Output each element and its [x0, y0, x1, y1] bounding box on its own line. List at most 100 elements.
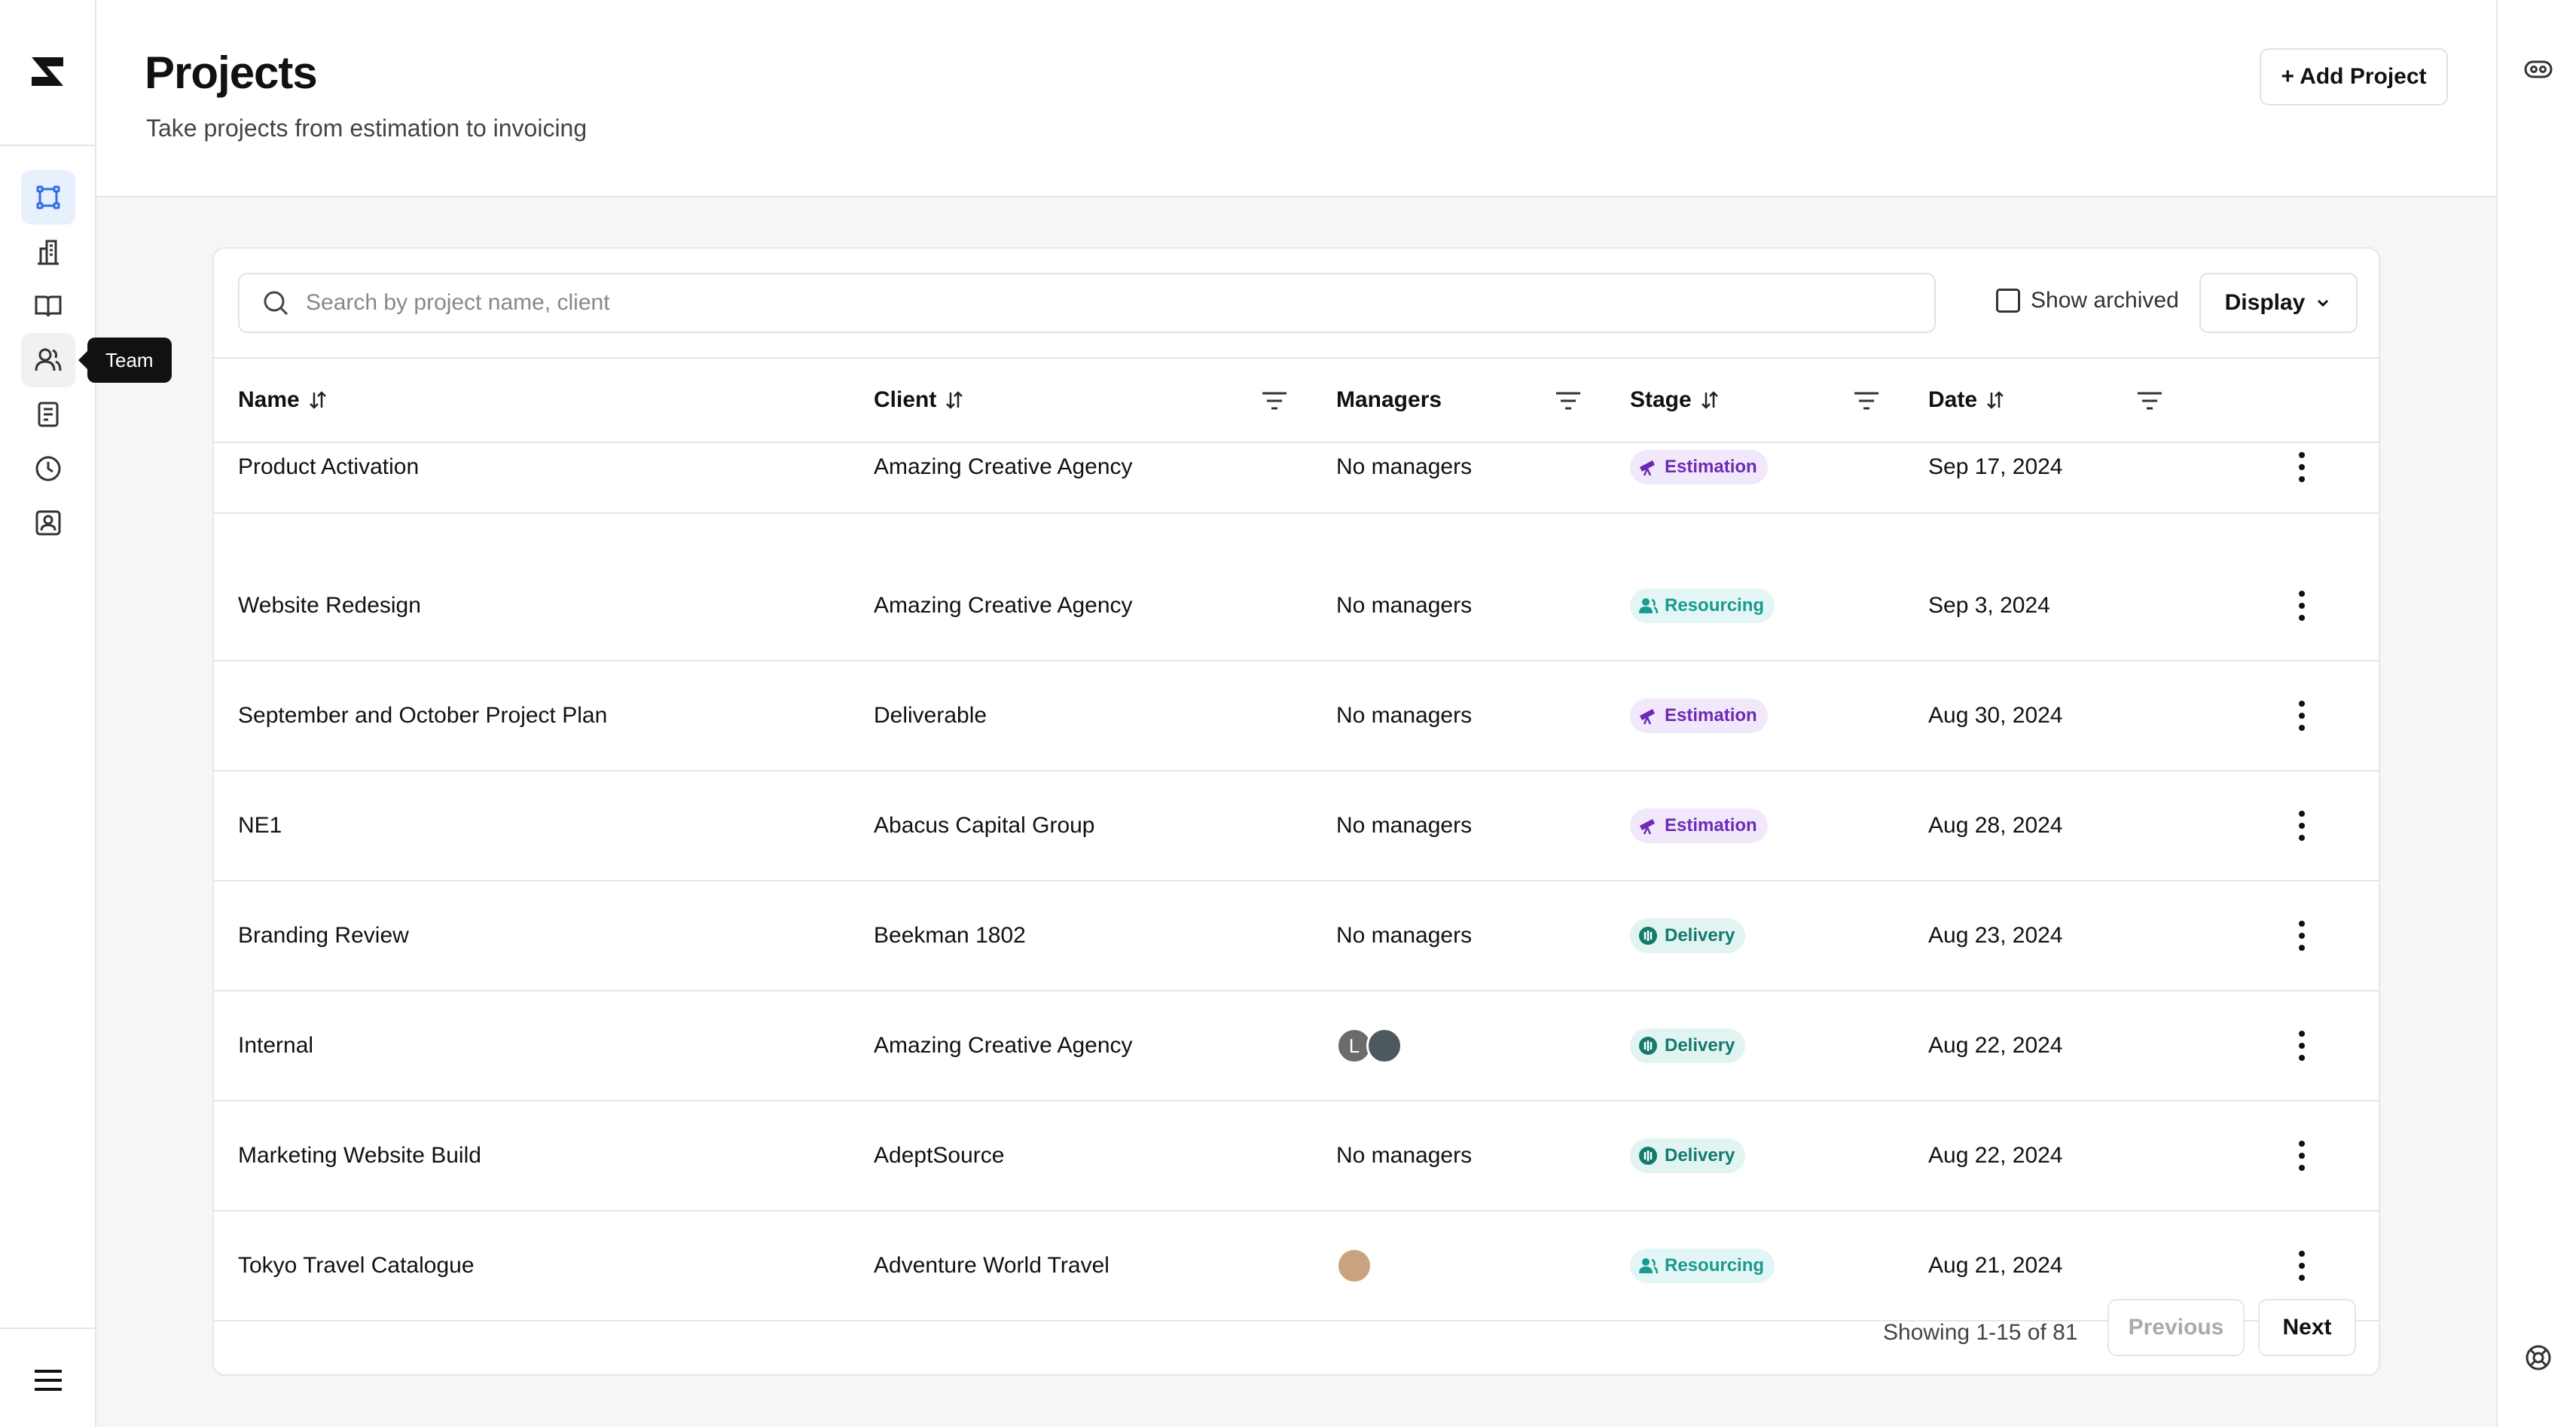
more-options-icon[interactable] [2297, 701, 2306, 731]
search-input[interactable] [306, 290, 1888, 316]
more-options-icon[interactable] [2297, 1251, 2306, 1281]
manager-avatars: L [1336, 1028, 1402, 1064]
row-actions[interactable] [2297, 422, 2306, 512]
stage-cell: Resourcing [1630, 552, 1775, 660]
page-title: Projects [145, 47, 318, 98]
more-options-icon[interactable] [2297, 1141, 2306, 1171]
sidebar-item-time[interactable] [21, 442, 75, 496]
client-name: Amazing Creative Agency [874, 454, 1133, 479]
show-archived-checkbox[interactable] [1996, 289, 2020, 313]
table-row[interactable]: Tokyo Travel Catalogue Adventure World Tr… [214, 1212, 2379, 1322]
managers-cell [1336, 1212, 1372, 1320]
display-button[interactable]: Display [2199, 273, 2358, 333]
project-name: Website Redesign [238, 593, 421, 618]
filter-icon[interactable] [1553, 386, 1583, 416]
client-name: Adventure World Travel [874, 1253, 1109, 1278]
next-page-button[interactable]: Next [2258, 1299, 2356, 1356]
telescope-icon [1640, 460, 1655, 476]
project-name: Product Activation [238, 454, 420, 479]
delivery-icon [1639, 927, 1657, 945]
table-row[interactable]: Product Activation Amazing Creative Agenc… [214, 422, 2379, 514]
column-date[interactable]: Date [1928, 359, 2006, 442]
stage-badge: Estimation [1630, 808, 1768, 843]
projects-card: Show archived Display Name Client Manage… [212, 247, 2380, 1376]
show-archived-toggle[interactable]: Show archived [1996, 288, 2179, 313]
managers-cell: No managers [1336, 593, 1473, 618]
row-actions[interactable] [2297, 662, 2306, 770]
more-options-icon[interactable] [2297, 591, 2306, 621]
delivery-icon [1639, 1037, 1657, 1055]
sidebar-item-projects[interactable] [21, 170, 75, 225]
avatar[interactable] [1336, 1248, 1372, 1284]
help-icon[interactable] [2523, 1343, 2553, 1373]
pagination-summary: Showing 1-15 of 81 [1883, 1320, 2078, 1345]
row-actions[interactable] [2297, 992, 2306, 1100]
filter-icon[interactable] [2135, 386, 2165, 416]
copilot-icon[interactable] [2523, 54, 2553, 84]
table-row[interactable]: September and October Project Plan Delive… [214, 662, 2379, 772]
table-row[interactable]: Branding Review Beekman 1802 No managers De… [214, 882, 2379, 992]
more-options-icon[interactable] [2297, 452, 2306, 482]
date-cell: Aug 21, 2024 [1928, 1253, 2063, 1278]
sidebar-item-contacts[interactable] [21, 496, 75, 550]
more-options-icon[interactable] [2297, 811, 2306, 841]
avatar[interactable] [1366, 1028, 1402, 1064]
project-name: NE1 [238, 813, 282, 838]
date-cell: Aug 28, 2024 [1928, 813, 2063, 838]
sidebar-item-clients[interactable] [21, 225, 75, 279]
sidebar-item-invoices[interactable] [21, 387, 75, 442]
managers-cell: No managers [1336, 813, 1473, 838]
row-actions[interactable] [2297, 1102, 2306, 1210]
stage-cell: Delivery [1630, 992, 1746, 1100]
stage-badge: Delivery [1630, 1028, 1746, 1063]
right-rail [2496, 0, 2576, 1427]
people-icon [1639, 1258, 1659, 1274]
delivery-icon [1639, 1147, 1657, 1165]
date-cell: Aug 22, 2024 [1928, 1143, 2063, 1168]
projects-icon [36, 185, 60, 209]
row-actions[interactable] [2297, 552, 2306, 660]
table-row[interactable]: Internal Amazing Creative Agency L Delivery… [214, 992, 2379, 1102]
page-header: Projects Take projects from estimation t… [96, 0, 2496, 197]
column-stage[interactable]: Stage [1630, 359, 1720, 442]
table-row[interactable]: Website Redesign Amazing Creative Agency N… [214, 552, 2379, 662]
stage-cell: Delivery [1630, 1102, 1746, 1210]
more-options-icon[interactable] [2297, 1031, 2306, 1061]
date-cell: Aug 23, 2024 [1928, 923, 2063, 948]
managers-cell: No managers [1336, 454, 1473, 479]
client-name: Deliverable [874, 703, 987, 728]
row-actions[interactable] [2297, 1212, 2306, 1320]
sort-icon [1701, 391, 1718, 409]
row-actions[interactable] [2297, 772, 2306, 880]
date-cell: Sep 3, 2024 [1928, 593, 2050, 618]
stage-cell: Estimation [1630, 772, 1768, 880]
project-name: Branding Review [238, 923, 409, 948]
manager-avatars [1336, 1248, 1372, 1284]
managers-cell: No managers [1336, 923, 1473, 948]
telescope-icon [1640, 819, 1655, 835]
client-name: Abacus Capital Group [874, 813, 1095, 838]
managers-cell: L [1336, 992, 1402, 1100]
column-client[interactable]: Client [874, 359, 965, 442]
row-actions[interactable] [2297, 882, 2306, 990]
table-row[interactable]: NE1 Abacus Capital Group No managers Estima… [214, 772, 2379, 882]
client-name: Beekman 1802 [874, 923, 1026, 948]
sidebar-item-team[interactable] [21, 333, 75, 387]
stage-badge: Resourcing [1630, 1248, 1775, 1283]
filter-icon[interactable] [1259, 386, 1290, 416]
app-logo-icon[interactable] [30, 54, 65, 89]
column-name[interactable]: Name [238, 359, 328, 442]
more-options-icon[interactable] [2297, 921, 2306, 951]
client-name: Amazing Creative Agency [874, 1033, 1133, 1058]
book-icon [35, 295, 62, 317]
previous-page-button[interactable]: Previous [2107, 1299, 2245, 1356]
filter-icon[interactable] [1851, 386, 1882, 416]
display-label: Display [2224, 290, 2306, 315]
table-row[interactable]: Marketing Website Build AdeptSource No man… [214, 1102, 2379, 1212]
sidebar-item-library[interactable] [21, 279, 75, 333]
sort-icon [309, 391, 326, 409]
menu-icon[interactable] [30, 1362, 66, 1398]
add-project-button[interactable]: + Add Project [2260, 48, 2448, 105]
search-icon [264, 291, 288, 316]
search-box[interactable] [238, 273, 1936, 333]
